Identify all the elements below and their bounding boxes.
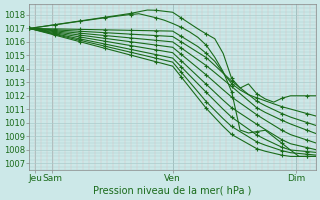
- X-axis label: Pression niveau de la mer( hPa ): Pression niveau de la mer( hPa ): [93, 186, 252, 196]
